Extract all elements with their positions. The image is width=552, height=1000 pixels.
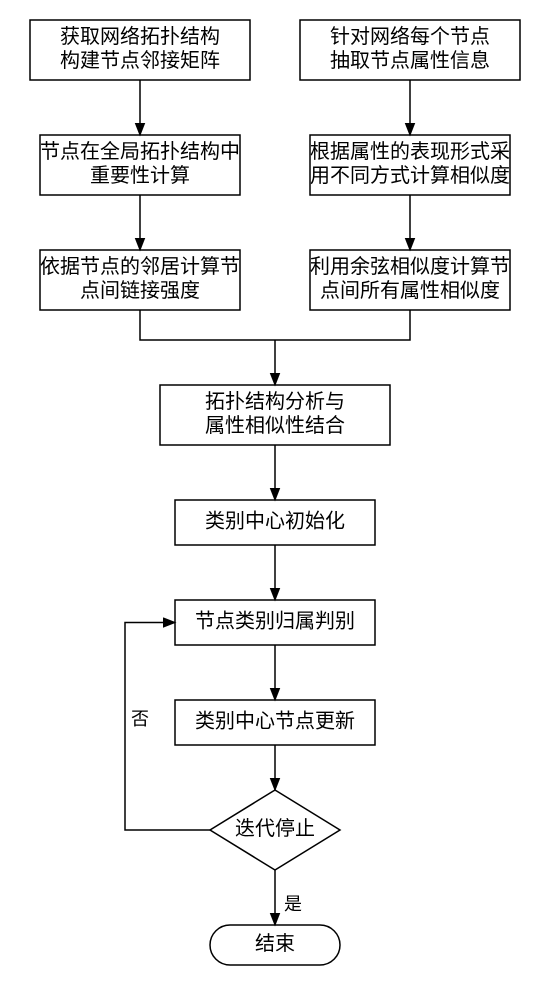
svg-text:结束: 结束: [255, 932, 295, 955]
svg-text:类别中心节点更新: 类别中心节点更新: [195, 710, 355, 733]
flowchart: 获取网络拓扑结构构建节点邻接矩阵针对网络每个节点抽取节点属性信息节点在全局拓扑结…: [0, 0, 552, 1000]
node-r2: 根据属性的表现形式采用不同方式计算相似度: [310, 135, 510, 195]
node-judge: 节点类别归属判别: [175, 600, 375, 645]
node-init: 类别中心初始化: [175, 500, 375, 545]
node-l3: 依据节点的邻居计算节点间链接强度: [40, 250, 240, 310]
node-end: 结束: [210, 925, 340, 965]
node-r3: 利用余弦相似度计算节点间所有属性相似度: [310, 250, 510, 310]
svg-text:迭代停止: 迭代停止: [235, 817, 315, 840]
node-r1: 针对网络每个节点抽取节点属性信息: [300, 20, 520, 80]
node-merge: 拓扑结构分析与属性相似性结合: [160, 385, 390, 445]
node-l2: 节点在全局拓扑结构中重要性计算: [40, 135, 240, 195]
svg-text:类别中心初始化: 类别中心初始化: [205, 510, 345, 533]
node-decision: 迭代停止: [210, 790, 340, 870]
svg-text:是: 是: [284, 894, 302, 914]
node-update: 类别中心节点更新: [175, 700, 375, 745]
svg-text:节点类别归属判别: 节点类别归属判别: [195, 610, 355, 633]
node-l1: 获取网络拓扑结构构建节点邻接矩阵: [30, 20, 250, 80]
svg-text:否: 否: [131, 709, 149, 729]
